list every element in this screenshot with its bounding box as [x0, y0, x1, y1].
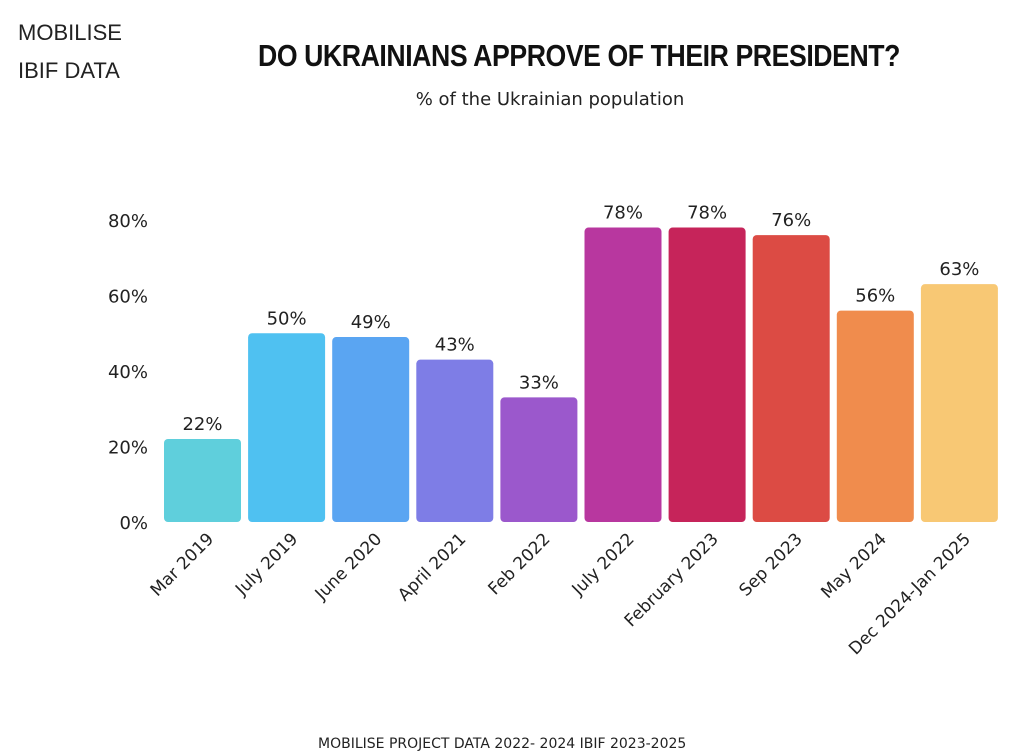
bar	[332, 337, 410, 522]
bar-value-label: 50%	[267, 308, 307, 329]
x-tick-label: June 2020	[311, 529, 386, 604]
bar-value-label: 43%	[435, 335, 475, 356]
brand-line-2: IBIF DATA	[18, 58, 120, 83]
bar	[164, 438, 241, 522]
bar	[836, 310, 914, 522]
y-tick-label: 80%	[108, 211, 148, 232]
bar-value-label: 56%	[855, 286, 895, 307]
x-tick-label: May 2024	[817, 529, 890, 602]
x-tick-label: July 2019	[231, 529, 302, 600]
x-tick-label: Sep 2023	[736, 529, 807, 600]
bar-value-label: 22%	[182, 414, 222, 435]
bar	[668, 227, 746, 523]
bar	[500, 397, 578, 522]
y-tick-label: 40%	[108, 362, 148, 383]
bar	[416, 359, 494, 522]
bar	[584, 227, 662, 523]
chart-title: DO UKRAINIANS APPROVE OF THEIR PRESIDENT…	[258, 38, 901, 73]
x-tick-label: Feb 2022	[485, 529, 555, 599]
y-tick-label: 60%	[108, 287, 148, 308]
brand-line-1: MOBILISE	[18, 20, 122, 45]
bar-value-label: 33%	[519, 372, 559, 393]
brand-label: MOBILISE IBIF DATA	[18, 14, 122, 90]
bar-value-label: 78%	[603, 203, 643, 224]
bar	[248, 333, 326, 522]
bar	[920, 284, 998, 522]
chart-subtitle: % of the Ukrainian population	[415, 89, 685, 110]
source-note: MOBILISE PROJECT DATA 2022- 2024 IBIF 20…	[318, 736, 687, 752]
bar	[752, 235, 830, 522]
y-tick-label: 0%	[119, 513, 148, 534]
y-tick-label: 20%	[108, 438, 148, 459]
x-tick-label: April 2021	[394, 529, 470, 605]
bar-value-label: 76%	[771, 210, 811, 231]
bar-value-label: 63%	[939, 259, 979, 280]
bar-value-label: 49%	[351, 312, 391, 333]
x-tick-label: July 2022	[568, 529, 639, 600]
bar-value-label: 78%	[687, 203, 727, 224]
x-tick-label: Mar 2019	[147, 529, 218, 600]
